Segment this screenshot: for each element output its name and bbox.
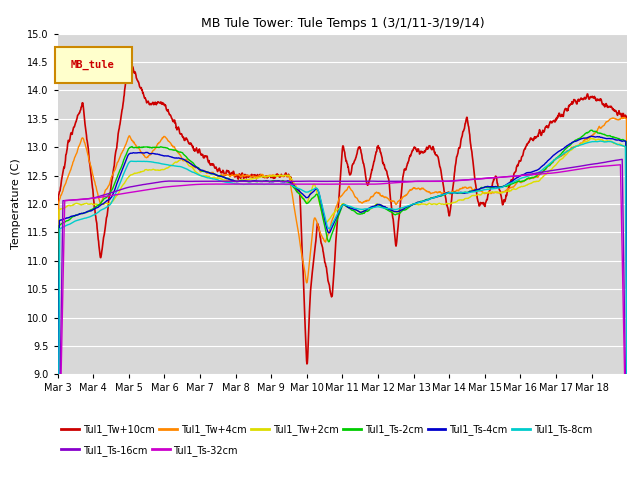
FancyBboxPatch shape [55, 47, 132, 83]
Legend: Tul1_Ts-16cm, Tul1_Ts-32cm: Tul1_Ts-16cm, Tul1_Ts-32cm [58, 441, 242, 459]
Title: MB Tule Tower: Tule Temps 1 (3/1/11-3/19/14): MB Tule Tower: Tule Temps 1 (3/1/11-3/19… [200, 17, 484, 30]
Text: MB_tule: MB_tule [71, 60, 115, 70]
Y-axis label: Temperature (C): Temperature (C) [12, 158, 21, 250]
